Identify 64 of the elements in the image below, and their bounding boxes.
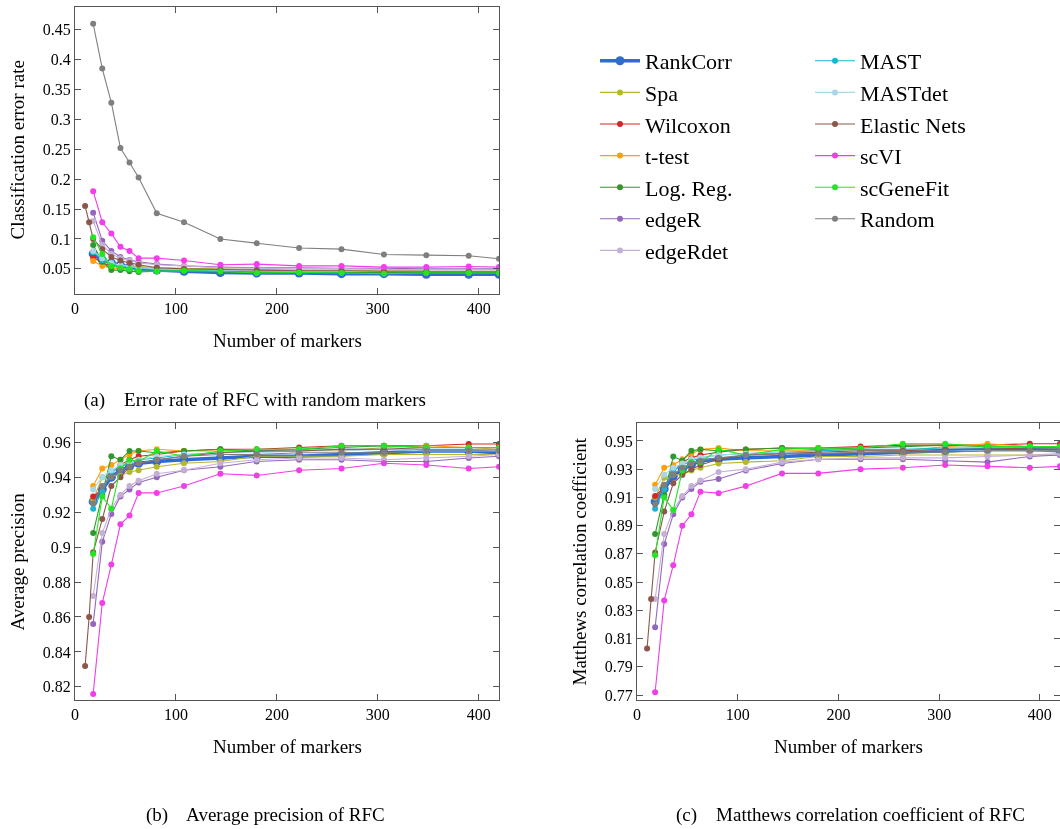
- legend-label: t-test: [645, 144, 689, 170]
- x-tick-label: 0: [633, 706, 641, 724]
- text: (a) Error rate of RFC with random markers: [84, 389, 426, 411]
- y-tick-label: 0.88: [42, 573, 71, 591]
- y-tick-label: 0.25: [42, 140, 71, 158]
- y-tick-label: 0.93: [604, 460, 633, 478]
- y-tick-label: 0.82: [42, 678, 71, 696]
- y-axis-title: Matthews correlation coefficient: [568, 437, 590, 686]
- y-tick-label: 0.85: [604, 573, 633, 591]
- y-tick-label: 0.96: [42, 433, 71, 451]
- text: (c) Matthews correlation coefficient of RFC: [676, 804, 1025, 826]
- y-tick-label: 0.77: [604, 686, 633, 704]
- legend-label: MASTdet: [860, 80, 948, 106]
- legend-label: Log. Reg.: [645, 175, 733, 201]
- x-tick-label: 400: [1027, 706, 1052, 724]
- legend-label: edgeRdet: [645, 238, 729, 264]
- x-axis-title: Number of markers: [213, 736, 362, 757]
- legend-label: edgeR: [645, 207, 702, 233]
- y-tick-label: 0.05: [42, 260, 71, 278]
- y-tick-label: 0.87: [604, 545, 633, 563]
- legend-label: Elastic Nets: [860, 112, 966, 138]
- y-tick-label: 0.91: [604, 489, 633, 506]
- y-tick-label: 0.83: [604, 601, 633, 619]
- y-tick-label: 0.1: [50, 230, 71, 248]
- x-tick-label: 0: [71, 706, 79, 724]
- y-axis-title: Average precision: [6, 492, 28, 631]
- y-tick-label: 0.84: [42, 643, 71, 661]
- x-tick-label: 300: [365, 300, 390, 318]
- y-axis-title: Classification error rate: [6, 60, 28, 240]
- x-tick-label: 200: [826, 706, 851, 724]
- x-tick-label: 200: [264, 706, 289, 724]
- y-tick-label: 0.89: [604, 517, 633, 535]
- y-tick-label: 0.86: [42, 608, 71, 626]
- x-tick-label: 400: [466, 300, 491, 318]
- y-tick-label: 0.35: [42, 81, 71, 99]
- y-tick-label: 0.92: [42, 503, 71, 521]
- legend-label: scGeneFit: [860, 175, 950, 201]
- text: (b) Average precision of RFC: [146, 804, 385, 826]
- legend-label: MAST: [860, 49, 922, 75]
- x-axis-title: Number of markers: [774, 736, 923, 757]
- legend-label: Wilcoxon: [645, 112, 731, 138]
- y-tick-label: 0.81: [604, 630, 633, 648]
- x-tick-label: 100: [725, 706, 750, 724]
- legend-label: scVI: [860, 144, 902, 170]
- x-axis-title: Number of markers: [213, 330, 362, 351]
- x-tick-label: 200: [264, 300, 289, 318]
- legend-label: Spa: [645, 80, 679, 106]
- y-tick-label: 0.95: [604, 432, 633, 450]
- x-tick-label: 300: [927, 706, 952, 724]
- x-tick-label: 100: [163, 706, 188, 724]
- x-tick-label: 400: [466, 706, 491, 724]
- y-tick-label: 0.9: [50, 538, 71, 556]
- y-tick-label: 0.4: [50, 51, 71, 69]
- legend-label: Random: [860, 207, 935, 233]
- y-tick-label: 0.3: [50, 111, 71, 129]
- y-tick-label: 0.45: [42, 21, 71, 39]
- x-tick-label: 100: [163, 300, 188, 318]
- legend-label: RankCorr: [645, 49, 733, 75]
- y-tick-label: 0.79: [604, 658, 633, 676]
- x-tick-label: 300: [365, 706, 390, 724]
- y-tick-label: 0.94: [42, 468, 71, 486]
- y-tick-label: 0.15: [42, 200, 71, 218]
- y-tick-label: 0.2: [50, 170, 71, 188]
- x-tick-label: 0: [71, 300, 79, 318]
